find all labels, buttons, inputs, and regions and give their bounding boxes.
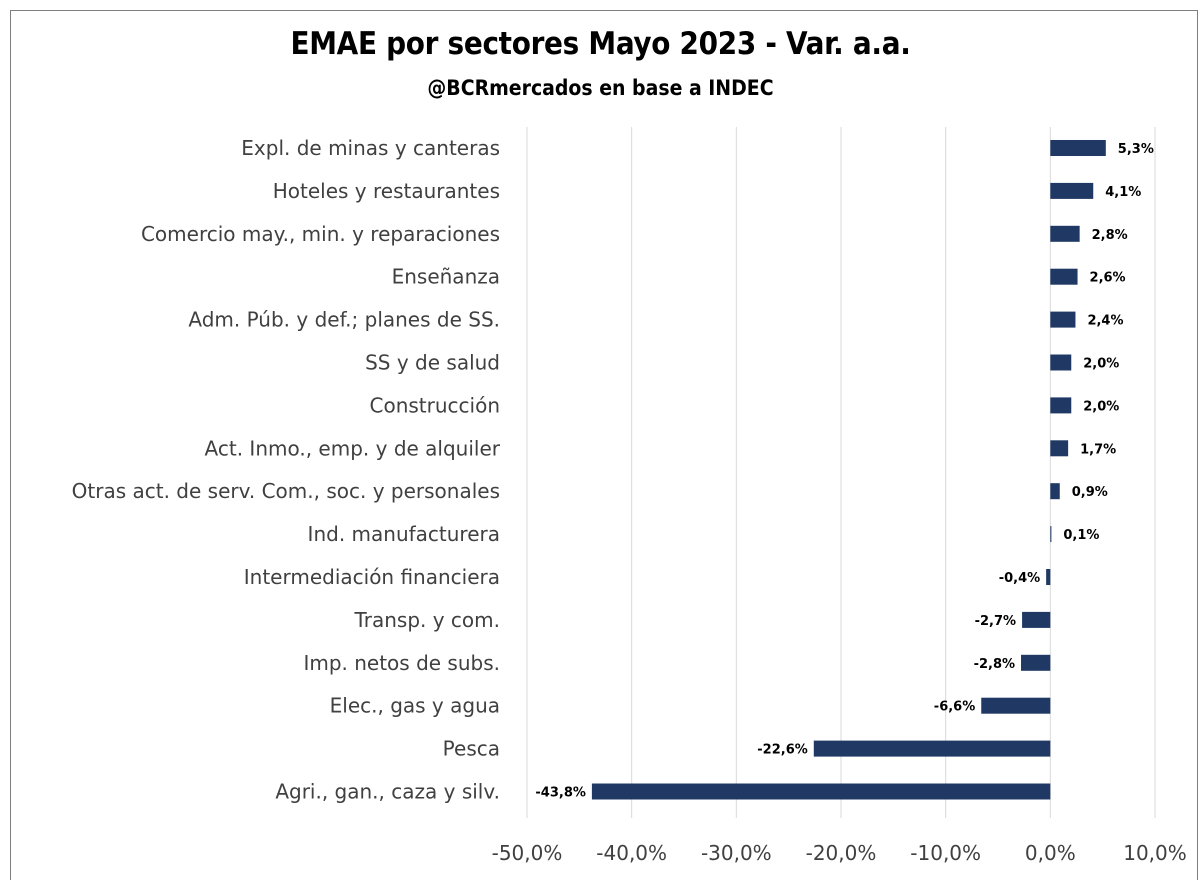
data-label: -2,7% (975, 614, 1016, 629)
data-label: 4,1% (1105, 185, 1141, 200)
x-tick-label: -10,0% (910, 841, 981, 865)
bar (1050, 354, 1072, 371)
data-label: -22,6% (757, 743, 808, 758)
category-label: Elec., gas y agua (330, 694, 500, 718)
data-label: -43,8% (535, 786, 586, 801)
bar (981, 697, 1051, 714)
chart-frame (10, 10, 1198, 880)
data-label: 2,0% (1083, 399, 1119, 414)
chart-subtitle: @BCRmercados en base a INDEC (427, 76, 774, 100)
category-label: Construcción (370, 393, 501, 417)
data-labels: 5,3% 4,1% 2,8% 2,6% 2,4% 2,0% 2,0% 1,7% 0,9% 0,1%… (535, 142, 1153, 801)
category-label: Pesca (443, 737, 500, 761)
x-tick-label: -20,0% (806, 841, 877, 865)
x-tick-label: 10,0% (1123, 841, 1187, 865)
data-label: 2,4% (1087, 314, 1123, 329)
x-tick-label: -50,0% (492, 841, 563, 865)
bar (1022, 611, 1051, 628)
x-tick-label: -30,0% (701, 841, 772, 865)
bars (591, 140, 1106, 800)
gridlines (526, 127, 1156, 818)
category-label: Otras act. de serv. Com., soc. y persona… (72, 479, 500, 503)
bar (1050, 397, 1072, 414)
chart-title: EMAE por sectores Mayo 2023 - Var. a.a. (290, 26, 911, 62)
bar (1050, 311, 1076, 328)
bar (1050, 440, 1069, 457)
category-label: Adm. Púb. y def.; planes de SS. (188, 308, 500, 332)
category-label: SS y de salud (365, 351, 500, 375)
bar (1050, 182, 1094, 199)
bar (1050, 225, 1080, 242)
bar (813, 740, 1051, 757)
category-label: Enseñanza (392, 265, 500, 289)
category-label: Transp. y com. (353, 608, 500, 632)
data-label: -6,6% (934, 700, 975, 715)
x-axis-tick-labels: -50,0% -40,0% -30,0% -20,0% -10,0% 0,0% 10,0% (492, 841, 1187, 865)
category-label: Act. Inmo., emp. y de alquiler (205, 436, 501, 460)
data-label: 2,8% (1092, 228, 1128, 243)
bar (1050, 268, 1078, 285)
category-label: Comercio may., min. y reparaciones (141, 222, 500, 246)
data-label: 1,7% (1080, 442, 1116, 457)
data-label: -0,4% (999, 571, 1040, 586)
data-label: 5,3% (1118, 142, 1154, 157)
data-label: 0,9% (1072, 485, 1108, 500)
category-label: Imp. netos de subs. (303, 651, 500, 675)
bar (1050, 140, 1106, 156)
category-label: Ind. manufacturera (308, 522, 500, 546)
bar (1021, 654, 1051, 671)
bar (1046, 569, 1051, 585)
x-tick-label: -40,0% (596, 841, 667, 865)
bar (591, 783, 1051, 800)
bar (1050, 526, 1052, 543)
bar (1050, 483, 1060, 500)
data-label: -2,8% (974, 657, 1015, 672)
x-tick-label: 0,0% (1025, 841, 1076, 865)
category-label: Hoteles y restaurantes (273, 179, 500, 203)
data-label: 0,1% (1063, 528, 1099, 543)
category-label: Expl. de minas y canteras (241, 136, 500, 160)
data-label: 2,6% (1090, 271, 1126, 286)
data-label: 2,0% (1083, 357, 1119, 372)
category-label: Intermediación financiera (244, 565, 500, 589)
category-label: Agri., gan., caza y silv. (275, 780, 500, 804)
category-labels: Expl. de minas y canteras Hoteles y resta… (72, 136, 501, 804)
